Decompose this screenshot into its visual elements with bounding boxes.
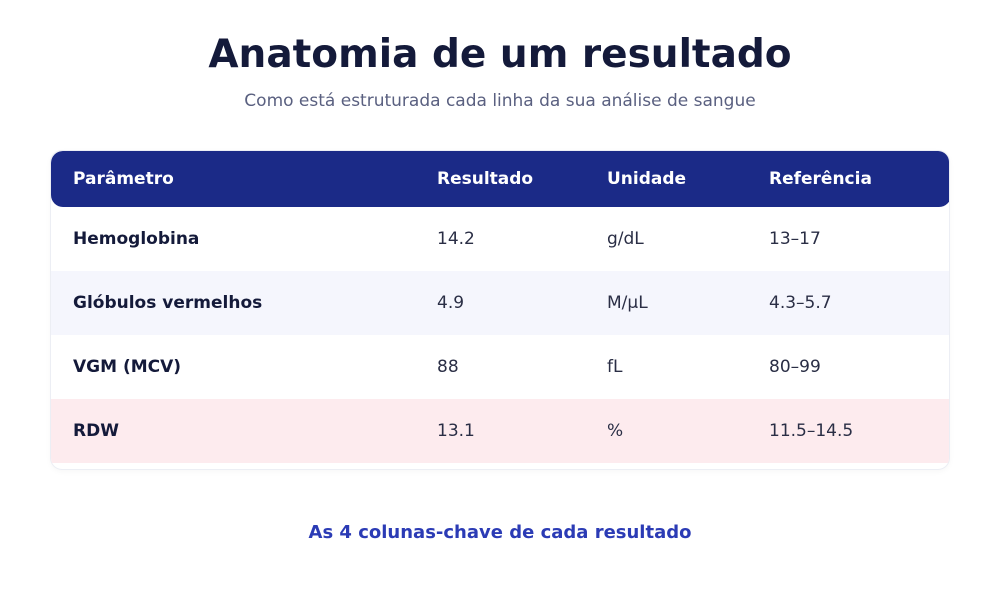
header-row: Parâmetro Resultado Unidade Referência <box>51 151 949 207</box>
table-cell: 88 <box>437 357 459 377</box>
table-cell: 80–99 <box>769 357 821 377</box>
table-cell: Hemoglobina <box>73 229 200 249</box>
table-cell: 11.5–14.5 <box>769 421 854 441</box>
table-row: Glóbulos vermelhos 4.9 M/µL 4.3–5.7 <box>51 271 949 335</box>
table-cell: 14.2 <box>437 229 475 249</box>
subtitle: Como está estruturada cada linha da sua … <box>244 91 756 111</box>
table-cell: 13–17 <box>769 229 821 249</box>
table-row: Hemoglobina 14.2 g/dL 13–17 <box>51 207 949 271</box>
table-cell: VGM (MCV) <box>73 357 182 377</box>
column-header: Unidade <box>607 169 687 189</box>
table-cell: Glóbulos vermelhos <box>73 293 263 313</box>
column-header: Referência <box>769 169 872 189</box>
table-cell: 4.9 <box>437 293 465 313</box>
table-cell: % <box>607 421 624 441</box>
column-header: Parâmetro <box>73 169 174 189</box>
table-cell: 13.1 <box>437 421 475 441</box>
table-cell: 4.3–5.7 <box>769 293 832 313</box>
table-cell: g/dL <box>607 229 644 249</box>
caption: As 4 colunas-chave de cada resultado <box>308 522 692 543</box>
title: Anatomia de um resultado <box>208 32 792 77</box>
column-header: Resultado <box>437 169 534 189</box>
table-row: RDW 13.1% 11.5–14.5 <box>51 399 949 463</box>
table-cell: fL <box>607 357 623 377</box>
table-cell: RDW <box>73 421 119 441</box>
table-cell: M/µL <box>607 293 648 313</box>
table-row: VGM (MCV) 88 fL 80–99 <box>51 335 949 399</box>
table: Parâmetro Resultado Unidade Referência Hemog… <box>50 150 950 470</box>
